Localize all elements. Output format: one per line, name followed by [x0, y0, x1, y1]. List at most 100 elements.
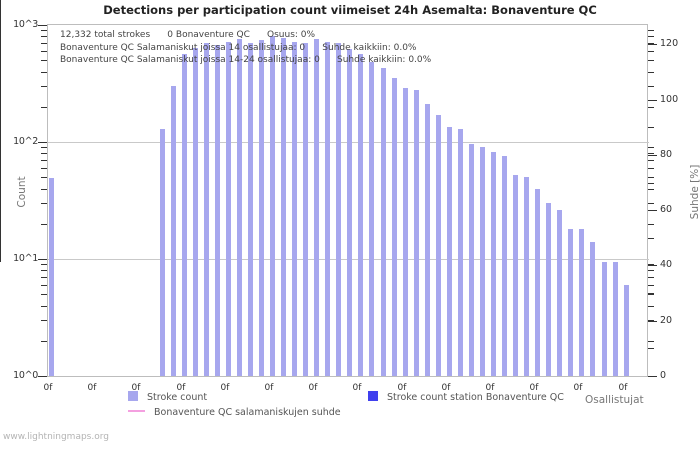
legend-item[interactable]: Stroke count station Bonaventure QC — [368, 391, 564, 403]
x-axis-tick-label: 0f — [397, 383, 407, 393]
y-axis-minor-tick-right-log — [648, 60, 654, 61]
x-axis-major-tick — [0, 76, 1, 83]
legend-label: Bonaventure QC salamaniskujen suhde — [154, 407, 341, 418]
bar — [193, 47, 198, 376]
y-axis-major-tick-right — [648, 210, 657, 211]
x-axis-tick-label: 0f — [131, 383, 141, 393]
bar — [535, 188, 540, 376]
bar-series-stroke-count — [48, 25, 649, 376]
y-axis-minor-tick-right-log — [648, 203, 654, 204]
x-axis-major-tick — [0, 190, 1, 197]
y-axis-minor-tick-left — [41, 277, 47, 278]
x-axis-minor-tick — [0, 102, 1, 106]
y-axis-minor-tick-right-log — [648, 306, 654, 307]
bar — [392, 78, 397, 376]
legend-label: Stroke count station Bonaventure QC — [387, 392, 564, 403]
y-axis-minor-tick-left — [41, 294, 47, 295]
bar — [270, 36, 275, 376]
x-axis-minor-tick — [0, 53, 1, 57]
bar — [480, 147, 485, 376]
y-axis-minor-tick-left — [41, 160, 47, 161]
bar — [369, 62, 374, 376]
y-axis-minor-tick-right-log — [648, 51, 654, 52]
annotation-line: 12,332 total strokes 0 Bonaventure QC Os… — [60, 30, 316, 40]
x-axis-major-tick — [0, 0, 1, 7]
bar — [602, 261, 607, 376]
x-axis-minor-tick — [0, 121, 1, 125]
bar — [259, 40, 264, 376]
y-axis-major-tick-right — [648, 44, 657, 45]
y-axis-minor-tick-right-log — [648, 30, 654, 31]
y-axis-minor-tick-right-log — [648, 270, 654, 271]
x-axis-minor-tick — [0, 254, 1, 258]
bar — [513, 175, 518, 376]
bar — [447, 126, 452, 376]
y-axis-major-tick-left — [38, 142, 47, 143]
x-axis-tick-label: 0f — [308, 383, 318, 393]
y-axis-minor-tick-right-log — [648, 153, 654, 154]
y-axis-minor-tick-left — [41, 177, 47, 178]
y-axis-minor-tick-left — [41, 306, 47, 307]
x-axis-minor-tick — [0, 167, 1, 171]
y-axis-minor-tick-right-log — [648, 224, 654, 225]
x-axis-major-tick — [0, 171, 1, 178]
x-axis-minor-tick — [0, 224, 1, 228]
x-axis-tick-label: 0f — [220, 383, 230, 393]
bar — [171, 86, 176, 376]
x-axis-minor-tick — [0, 216, 1, 220]
legend-item[interactable]: Stroke count — [128, 391, 207, 403]
y-axis-minor-tick-right-log — [648, 294, 654, 295]
x-axis-minor-tick — [0, 11, 1, 15]
bar — [292, 41, 297, 376]
y-axis-major-tick-right — [648, 155, 657, 156]
bar — [524, 177, 529, 376]
y-axis-tick-label-right: 40 — [660, 259, 673, 270]
x-axis-major-tick — [0, 57, 1, 64]
y-axis-tick-label-left: 10^0 — [13, 370, 38, 381]
legend-color-swatch — [368, 391, 378, 401]
y-axis-tick-label-right: 0 — [660, 370, 667, 381]
y-axis-minor-tick-right-log — [648, 43, 654, 44]
y-axis-minor-tick-right-log — [648, 320, 654, 321]
x-axis-minor-tick — [0, 258, 1, 262]
x-axis-minor-tick — [0, 205, 1, 209]
y-axis-tick-label-right: 80 — [660, 149, 673, 160]
y-axis-major-tick-right — [648, 321, 657, 322]
y-axis-minor-tick-left — [41, 72, 47, 73]
y-axis-minor-tick-left — [41, 36, 47, 37]
y-axis-minor-tick-left — [41, 147, 47, 148]
x-axis-major-tick — [0, 95, 1, 102]
x-axis-minor-tick — [0, 7, 1, 11]
y-axis-minor-tick-right-log — [648, 147, 654, 148]
axis-decorations: 10^0 10^1 10^2 10^3 0 20 40 60 80 100 120 0f 0f 0f 0f 0… — [0, 0, 679, 393]
x-axis-minor-tick — [0, 15, 1, 19]
annotation-line: Bonaventure QC Salamaniskut joissa 14 os… — [60, 42, 417, 53]
bar — [49, 178, 54, 376]
y-axis-major-tick-right — [648, 100, 657, 101]
x-axis-minor-tick — [0, 64, 1, 68]
y-axis-major-tick-right — [648, 265, 657, 266]
y-axis-minor-tick-left — [41, 51, 47, 52]
y-axis-minor-tick-left — [41, 86, 47, 87]
x-axis-minor-tick — [0, 140, 1, 144]
y-axis-minor-tick-right-log — [648, 86, 654, 87]
y-axis-minor-tick-left — [41, 203, 47, 204]
y-axis-minor-tick-right — [648, 238, 654, 239]
y-axis-minor-tick-left — [41, 189, 47, 190]
y-axis-minor-tick-left — [41, 285, 47, 286]
y-axis-tick-label-left: 10^3 — [13, 19, 38, 30]
legend-item[interactable]: Bonaventure QC salamaniskujen suhde — [128, 407, 341, 418]
y-axis-major-tick-left — [38, 259, 47, 260]
y-axis-title-left: Count — [16, 176, 28, 208]
legend-color-swatch — [128, 391, 138, 401]
y-axis-tick-label-right: 100 — [660, 94, 679, 105]
bar — [204, 43, 209, 376]
x-axis-minor-tick — [0, 159, 1, 163]
y-axis-minor-tick-right — [648, 183, 654, 184]
bar — [347, 49, 352, 376]
bar — [314, 38, 319, 376]
y-axis-minor-tick-right-log — [648, 341, 654, 342]
bar — [226, 41, 231, 376]
bar — [502, 155, 507, 376]
x-axis-tick-label: 0f — [176, 383, 186, 393]
